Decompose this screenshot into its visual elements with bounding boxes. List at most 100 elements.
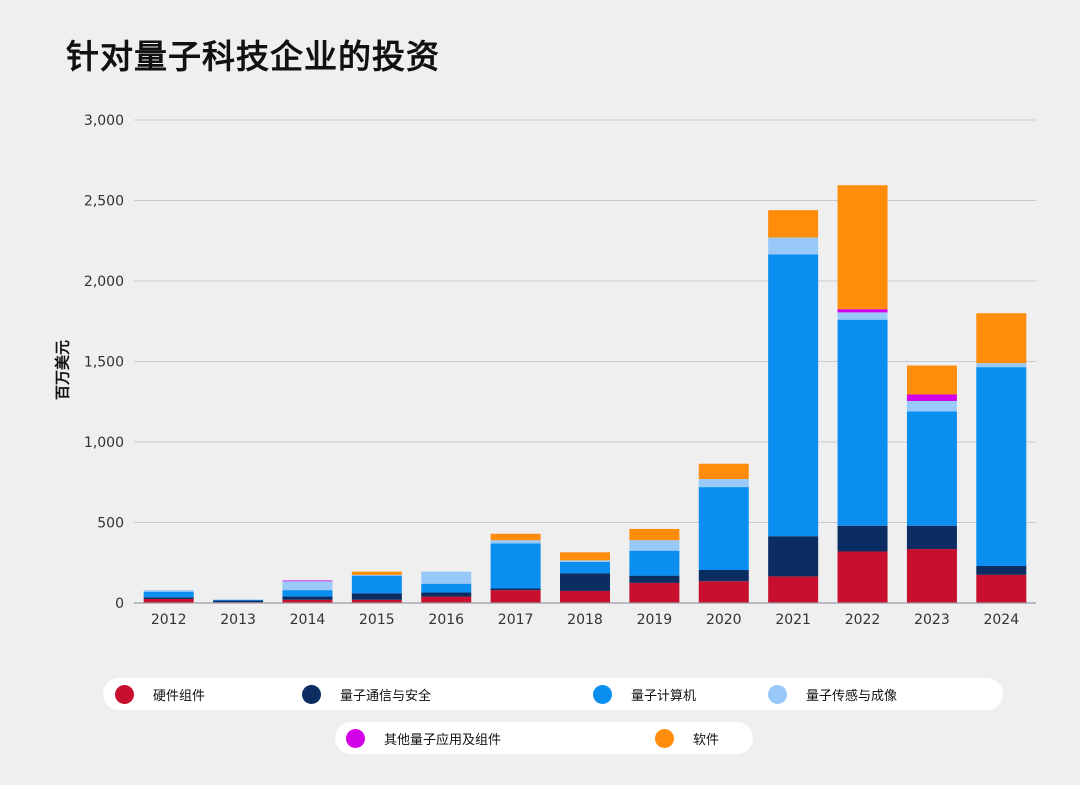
y-tick-label: 2,000 — [84, 274, 124, 290]
bar-segment — [629, 550, 680, 576]
legend-row-1: 硬件组件 量子通信与安全 量子计算机 量子传感与成像 — [103, 678, 1003, 710]
bar-segment — [837, 185, 888, 310]
bar-segment — [351, 574, 402, 576]
x-tick-label: 2022 — [845, 612, 881, 628]
bar-segment — [143, 598, 194, 603]
bar-segment — [560, 590, 610, 603]
legend-label: 其他量子应用及组件 — [384, 732, 502, 748]
legend-item: 量子传感与成像 — [768, 678, 897, 710]
bar-segment — [629, 540, 680, 551]
bar-segment — [421, 592, 472, 597]
bar-segment — [698, 463, 749, 480]
bar-segment — [490, 588, 541, 591]
x-tick-label: 2013 — [220, 612, 256, 628]
bar-segment — [906, 411, 957, 526]
bar-segment — [698, 581, 749, 603]
x-tick-label: 2020 — [706, 612, 742, 628]
bar-segment — [837, 319, 888, 526]
bar-segment — [490, 543, 541, 589]
bar-segment — [837, 312, 888, 320]
bar-segment — [421, 571, 472, 584]
x-tick-label: 2016 — [428, 612, 464, 628]
y-tick-label: 500 — [97, 516, 124, 532]
bar-segment — [490, 540, 541, 544]
bar-segment — [976, 367, 1027, 566]
x-tick-label: 2019 — [637, 612, 673, 628]
bar-segment — [560, 560, 610, 562]
bar-segment — [143, 590, 194, 592]
bar-segment — [976, 574, 1027, 603]
bar-segment — [282, 580, 333, 582]
x-tick-label: 2018 — [567, 612, 603, 628]
bar-segment — [768, 254, 819, 537]
bar-segment — [837, 551, 888, 603]
chart-title: 针对量子科技企业的投资 — [66, 37, 440, 76]
bar-segment — [143, 591, 194, 598]
x-tick-label: 2014 — [290, 612, 326, 628]
stacked-bar-chart: 0 500 1,000 1,500 2,000 2,500 3,000 2012 2013 201… — [84, 113, 1036, 628]
bar-segment — [906, 365, 957, 395]
bar-segment — [282, 596, 333, 600]
bar-segment — [906, 400, 957, 412]
bar-segment — [143, 597, 194, 599]
y-tick-label: 1,500 — [84, 355, 124, 371]
legend-swatch — [593, 684, 612, 704]
x-tick-label: 2012 — [151, 612, 187, 628]
bar-segment — [837, 525, 888, 552]
bar-segment — [351, 575, 402, 594]
bar-segment — [629, 575, 680, 583]
legend-swatch — [302, 684, 321, 704]
x-tick-label: 2015 — [359, 612, 395, 628]
legend-item: 硬件组件 — [115, 678, 205, 710]
bar-segment — [976, 565, 1027, 575]
bar-segment — [906, 525, 957, 550]
bar-segment — [698, 487, 749, 570]
bar-segment — [282, 581, 333, 591]
bar-segment — [421, 596, 472, 603]
legend-label: 量子传感与成像 — [806, 688, 898, 704]
y-tick-label: 2,500 — [84, 194, 124, 210]
x-tick-label: 2021 — [775, 612, 811, 628]
bar-segment — [976, 363, 1027, 368]
bar-segment — [629, 582, 680, 603]
bar-segment — [698, 479, 749, 488]
bar-segment — [490, 533, 541, 541]
y-tick-label: 1,000 — [84, 435, 124, 451]
legend-swatch — [655, 728, 674, 748]
bar-segment — [560, 573, 610, 591]
bar-segment — [906, 394, 957, 401]
bar-segment — [282, 590, 333, 597]
bar-segment — [906, 549, 957, 603]
bar-segment — [768, 210, 819, 238]
bar-segment — [629, 528, 680, 541]
legend-item: 量子计算机 — [593, 678, 696, 710]
bar-segment — [698, 569, 749, 582]
bar-segment — [213, 600, 264, 603]
legend-swatch — [768, 684, 787, 704]
bar-segment — [351, 599, 402, 603]
legend-item: 量子通信与安全 — [302, 678, 431, 710]
legend-swatch — [115, 684, 134, 704]
legend-label: 量子通信与安全 — [340, 688, 432, 704]
legend-label: 硬件组件 — [153, 688, 206, 704]
bar-segment — [351, 593, 402, 600]
legend-label: 软件 — [693, 732, 720, 748]
x-tick-label: 2017 — [498, 612, 534, 628]
bar-segment — [213, 599, 264, 601]
bar-segment — [768, 576, 819, 603]
bar-segment — [976, 313, 1027, 364]
legend-row-2: 其他量子应用及组件 软件 — [335, 722, 753, 754]
legend-item: 软件 — [655, 722, 719, 754]
y-tick-label: 3,000 — [84, 113, 124, 129]
x-tick-label: 2023 — [914, 612, 950, 628]
legend-item: 其他量子应用及组件 — [346, 722, 501, 754]
bar-segment — [490, 590, 541, 603]
bar-segment — [421, 583, 472, 593]
bar-segment — [560, 561, 610, 574]
bar-segment — [560, 552, 610, 561]
x-tick-label: 2024 — [983, 612, 1019, 628]
y-tick-label: 0 — [115, 596, 124, 612]
legend-swatch — [346, 728, 365, 748]
bar-segment — [768, 536, 819, 577]
bar-segment — [282, 599, 333, 603]
